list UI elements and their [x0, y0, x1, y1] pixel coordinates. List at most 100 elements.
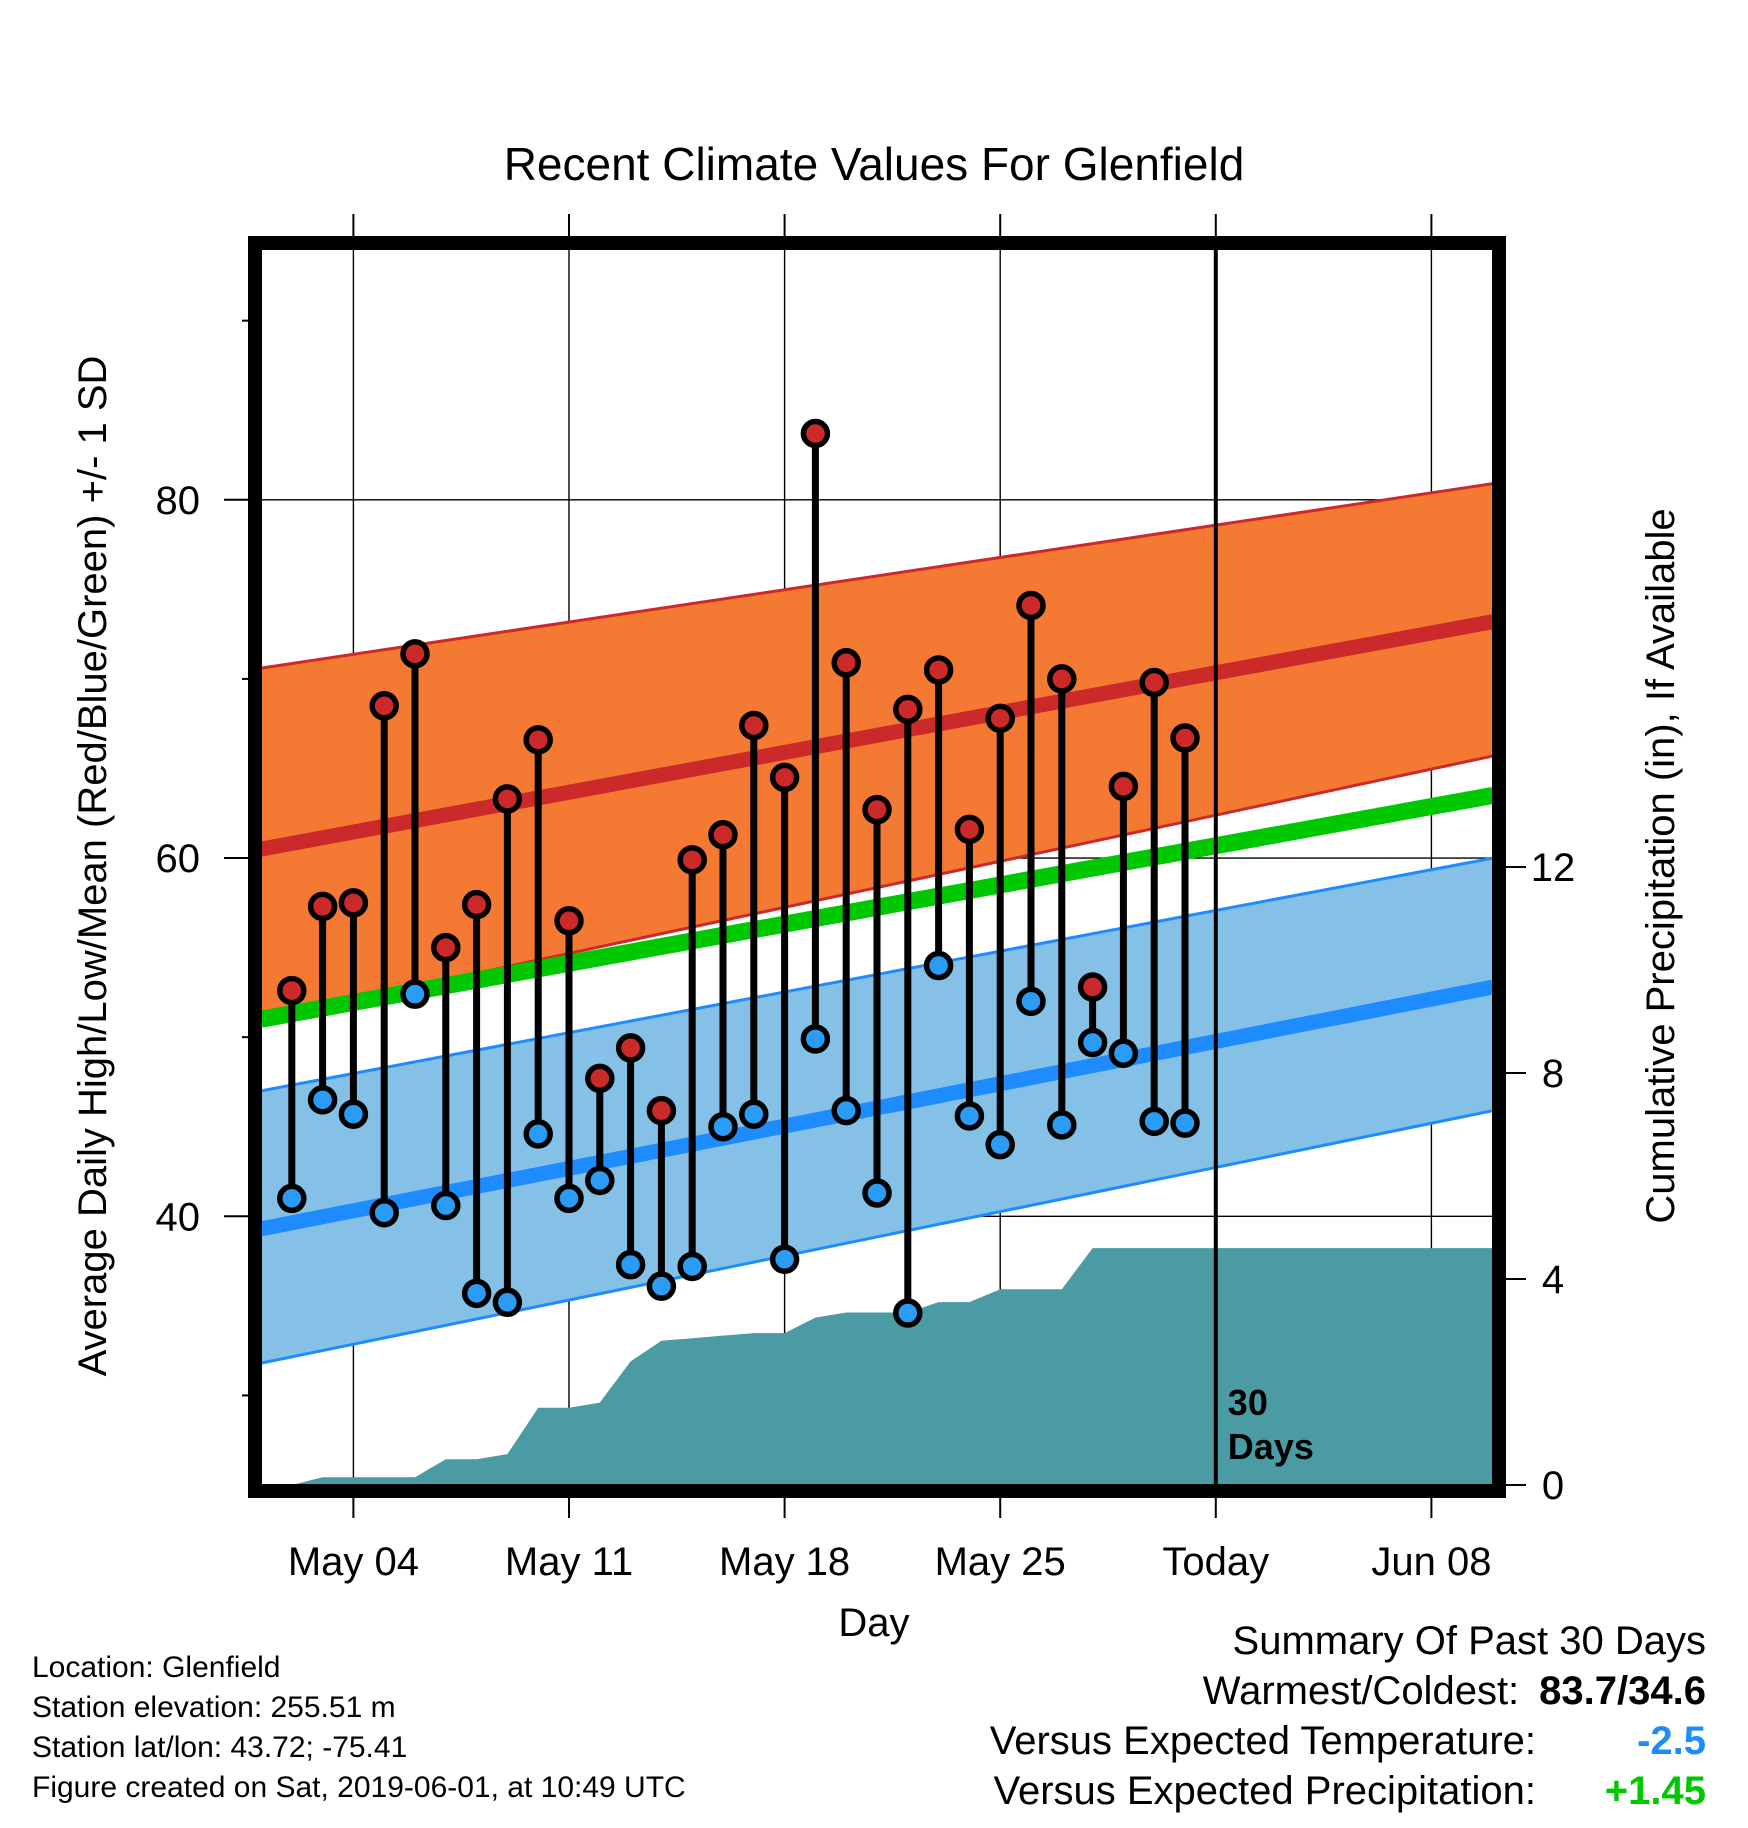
high-temp-point	[831, 648, 861, 678]
low-temp-point	[800, 1024, 831, 1054]
high-temp-point	[1139, 667, 1169, 698]
latlon-text: Station lat/lon: 43.72; -75.41	[32, 1731, 408, 1764]
high-temp-point	[862, 794, 892, 825]
high-temp-point	[893, 694, 923, 725]
x-axis-label: Day	[838, 1601, 909, 1645]
high-temp-point	[769, 762, 800, 793]
y-right-tick-label: 8	[1542, 1052, 1564, 1096]
low-temp-point	[338, 1099, 369, 1129]
normal-low-sd-lower-edge	[261, 1109, 1493, 1365]
location-text: Location: Glenfield	[32, 1651, 281, 1684]
low-temp-point	[954, 1101, 985, 1131]
precip-anomaly-label: Versus Expected Precipitation:	[993, 1769, 1536, 1813]
low-temp-point	[708, 1111, 738, 1142]
low-temp-point	[739, 1099, 769, 1129]
high-temp-point	[461, 889, 492, 920]
high-temp-point	[338, 888, 369, 918]
high-temp-point	[492, 784, 523, 814]
high-temp-point	[431, 932, 461, 963]
y-left-tick-label: 80	[156, 479, 201, 523]
y-axis-label-right: Cumulative Precipitation (in), If Availa…	[1639, 508, 1683, 1223]
high-temp-point	[400, 639, 430, 669]
created-text: Figure created on Sat, 2019-06-01, at 10…	[32, 1771, 686, 1804]
high-temp-point	[369, 691, 399, 721]
station-info: Location: Glenfield Station elevation: 2…	[32, 1648, 686, 1808]
low-temp-point	[677, 1251, 707, 1282]
low-temp-point	[1077, 1027, 1108, 1058]
high-temp-point	[646, 1095, 677, 1126]
low-temp-point	[400, 979, 430, 1009]
high-temp-point	[1016, 590, 1046, 621]
high-temp-point	[1047, 664, 1077, 694]
summary-panel: Summary Of Past 30 Days Warmest/Coldest:…	[990, 1616, 1706, 1816]
high-temp-point	[985, 703, 1015, 734]
today-window-label: 30 Days	[1228, 1382, 1314, 1467]
x-tick-label: May 11	[505, 1540, 633, 1584]
chart-title: Recent Climate Values For Glenfield	[504, 138, 1245, 190]
low-temp-point	[985, 1129, 1015, 1160]
high-temp-point	[523, 725, 553, 755]
normal-high-sd-upper-edge	[261, 482, 1493, 670]
high-temp-point	[954, 814, 985, 845]
low-temp-point	[1170, 1108, 1200, 1138]
high-temp-point	[800, 418, 831, 449]
low-temp-point	[1139, 1106, 1169, 1137]
temp-anomaly-label: Versus Expected Temperature:	[989, 1719, 1536, 1763]
normal-high-line	[261, 614, 1493, 857]
high-temp-point	[554, 905, 584, 936]
plot-frame	[248, 236, 1506, 1498]
x-tick-label: May 25	[935, 1540, 1066, 1584]
low-temp-point	[923, 950, 954, 981]
low-temp-point	[369, 1197, 399, 1228]
low-temp-point	[554, 1183, 584, 1214]
temp-anomaly-value: -2.5	[1637, 1719, 1706, 1763]
low-temp-point	[769, 1244, 800, 1275]
high-temp-point	[615, 1033, 646, 1063]
high-temp-point	[1077, 972, 1108, 1002]
warm-cold-value: 83.7/34.6	[1539, 1669, 1706, 1713]
y-right-tick-label: 12	[1531, 846, 1576, 890]
x-tick-label: Today	[1162, 1540, 1269, 1584]
y-right-tick-label: 4	[1542, 1258, 1564, 1302]
high-temp-point	[307, 891, 338, 922]
high-temp-point	[585, 1063, 615, 1094]
low-temp-point	[307, 1085, 338, 1115]
low-temp-point	[492, 1287, 523, 1318]
plot-interior: 30 Days	[261, 249, 1493, 1485]
low-temp-point	[461, 1278, 492, 1309]
low-temp-point	[1108, 1038, 1139, 1069]
y-right-tick-label: 0	[1542, 1464, 1564, 1508]
y-axis-label-left: Average Daily High/Low/Mean (Red/Blue/Gr…	[71, 356, 115, 1377]
high-temp-point	[677, 845, 707, 875]
low-temp-point	[1047, 1110, 1077, 1140]
plot-area: 30 Days 40 60 80 0 4 8 12 May 04 May 11 May 18 May 2…	[156, 214, 1576, 1584]
precip-area	[261, 1248, 1493, 1485]
low-temp-point	[523, 1119, 553, 1149]
x-tick-label: Jun 08	[1371, 1540, 1491, 1584]
high-temp-point	[277, 975, 307, 1006]
elevation-text: Station elevation: 255.51 m	[32, 1691, 396, 1724]
precip-anomaly-value: +1.45	[1604, 1769, 1706, 1813]
low-temp-point	[585, 1165, 615, 1196]
high-temp-point	[1108, 771, 1139, 802]
high-temp-point	[1170, 723, 1200, 753]
x-tick-label: May 18	[719, 1540, 850, 1584]
low-temp-point	[431, 1190, 461, 1221]
low-temp-point	[831, 1095, 861, 1126]
low-temp-point	[1016, 986, 1046, 1017]
warm-cold-label: Warmest/Coldest:	[1202, 1669, 1520, 1713]
normal-high-sd-band	[261, 483, 1493, 1020]
high-temp-point	[708, 820, 738, 850]
low-temp-point	[615, 1249, 646, 1280]
high-temp-point	[923, 655, 954, 685]
y-left-tick-label: 40	[156, 1195, 201, 1239]
low-temp-point	[893, 1298, 923, 1328]
summary-title: Summary Of Past 30 Days	[1232, 1619, 1706, 1663]
y-left-tick-label: 60	[156, 837, 201, 881]
high-temp-point	[739, 710, 769, 741]
low-temp-point	[277, 1183, 307, 1214]
low-temp-point	[646, 1271, 677, 1301]
x-tick-label: May 04	[288, 1540, 419, 1584]
low-temp-point	[862, 1178, 892, 1208]
